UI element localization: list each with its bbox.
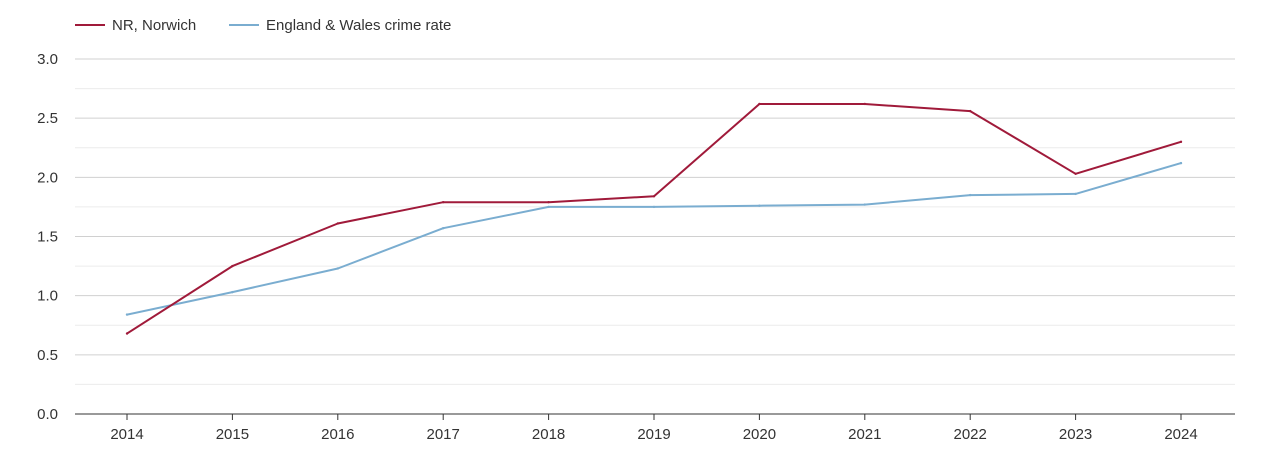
x-tick-label: 2021 xyxy=(848,426,881,443)
legend-label: England & Wales crime rate xyxy=(266,17,451,34)
series-layer xyxy=(125,102,1183,335)
y-tick-label: 2.5 xyxy=(37,110,58,127)
data-point xyxy=(863,102,866,106)
data-point xyxy=(758,204,761,207)
y-tick-label: 1.5 xyxy=(37,229,58,246)
x-tick-label: 2022 xyxy=(954,426,987,443)
y-tick-label: 0.0 xyxy=(37,406,58,423)
series-line-norwich[interactable] xyxy=(126,103,1182,335)
data-point xyxy=(231,290,234,294)
data-point xyxy=(863,203,866,206)
data-point xyxy=(442,227,445,230)
data-point xyxy=(652,195,656,198)
data-point xyxy=(1074,172,1077,175)
y-tick-label: 2.0 xyxy=(37,169,58,186)
data-point xyxy=(652,205,656,209)
data-point xyxy=(125,332,129,335)
data-point xyxy=(442,200,445,204)
legend[interactable]: NR, Norwich England & Wales crime rate xyxy=(75,17,451,34)
x-tick-label: 2016 xyxy=(321,426,354,443)
axis-layer: 0.0 0.5 1.0 1.5 2.0 2.5 3.0 2014 2015 2016 2017 201… xyxy=(37,51,1235,443)
data-point xyxy=(1179,140,1183,144)
y-tick-label: 3.0 xyxy=(37,51,58,68)
x-tick-label: 2015 xyxy=(216,426,249,443)
x-tick-label: 2014 xyxy=(110,426,143,443)
data-point xyxy=(547,205,550,209)
series-line-england-wales[interactable] xyxy=(126,162,1182,316)
legend-label: NR, Norwich xyxy=(112,17,196,34)
data-point xyxy=(1179,161,1183,165)
data-point xyxy=(125,313,129,316)
x-tick-label: 2020 xyxy=(743,426,776,443)
legend-item-england-wales[interactable]: England & Wales crime rate xyxy=(229,17,451,34)
x-tick-label: 2024 xyxy=(1164,426,1197,443)
data-point xyxy=(336,222,339,225)
x-tick-label: 2017 xyxy=(427,426,460,443)
data-point xyxy=(231,264,234,268)
y-tick-label: 0.5 xyxy=(37,347,58,364)
data-point xyxy=(758,102,761,106)
data-point xyxy=(969,193,972,197)
data-point xyxy=(969,109,972,113)
x-tick-label: 2023 xyxy=(1059,426,1092,443)
data-point xyxy=(336,267,339,270)
x-tick-label: 2019 xyxy=(637,426,670,443)
data-point xyxy=(547,200,550,204)
data-point xyxy=(1074,192,1077,196)
legend-item-norwich[interactable]: NR, Norwich xyxy=(75,17,196,34)
y-tick-label: 1.0 xyxy=(37,288,58,305)
grid-layer xyxy=(75,58,1235,385)
x-tick-label: 2018 xyxy=(532,426,565,443)
